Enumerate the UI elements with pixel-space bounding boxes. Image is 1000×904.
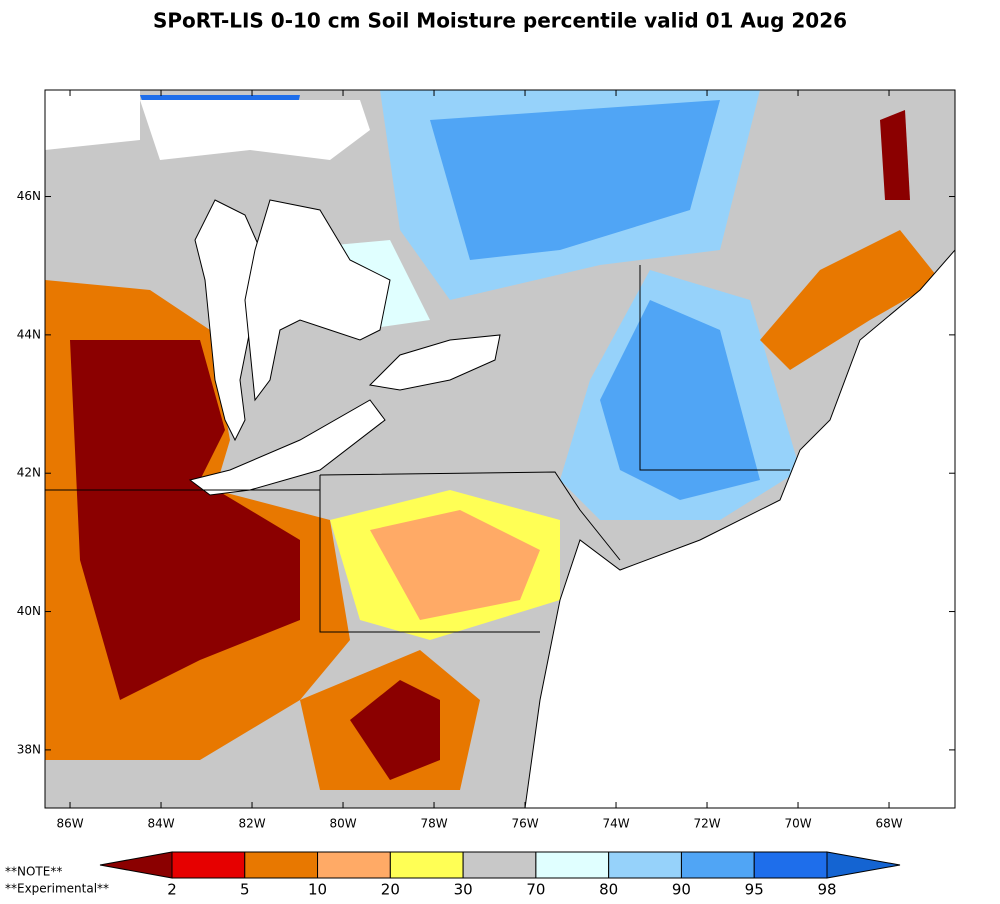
- colorbar-label: 95: [745, 881, 764, 899]
- colorbar-end: [826, 851, 901, 879]
- lon-tick-label: 70W: [784, 817, 811, 831]
- colorbar-label: 20: [381, 881, 400, 899]
- lon-tick-label: 72W: [693, 817, 720, 831]
- colorbar-segment: [389, 851, 464, 879]
- colorbar-segment: [244, 851, 319, 879]
- colorbar-segment: [462, 851, 537, 879]
- lat-tick-label: 42N: [17, 466, 41, 480]
- map: [45, 90, 955, 808]
- colorbar-label: 80: [599, 881, 618, 899]
- lon-tick-label: 84W: [147, 817, 174, 831]
- lon-tick-label: 86W: [56, 817, 83, 831]
- colorbar-label: 70: [526, 881, 545, 899]
- colorbar-segment: [317, 851, 391, 879]
- colorbar-end: [99, 851, 173, 879]
- title: SPoRT-LIS 0-10 cm Soil Moisture percenti…: [153, 9, 847, 33]
- colorbar-label: 2: [167, 881, 177, 899]
- colorbar-label: 30: [454, 881, 473, 899]
- lon-tick-label: 76W: [511, 817, 538, 831]
- note: **NOTE**: [5, 865, 62, 879]
- map-frame: [44, 89, 956, 809]
- lon-tick-label: 78W: [420, 817, 447, 831]
- colorbar-label: 5: [240, 881, 250, 899]
- lat-tick-label: 40N: [17, 604, 41, 618]
- lon-tick-label: 82W: [238, 817, 265, 831]
- colorbar-segment: [535, 851, 610, 879]
- colorbar-segment: [680, 851, 755, 879]
- colorbar-segment: [608, 851, 682, 879]
- colorbar-label: 10: [308, 881, 327, 899]
- lon-tick-label: 80W: [329, 817, 356, 831]
- colorbar-label: 90: [672, 881, 691, 899]
- lat-tick-label: 44N: [17, 327, 41, 341]
- lon-tick-label: 68W: [875, 817, 902, 831]
- colorbar-segment: [753, 851, 828, 879]
- colorbar-label: 98: [817, 881, 836, 899]
- lon-tick-label: 74W: [602, 817, 629, 831]
- note: **Experimental**: [5, 882, 109, 896]
- colorbar-segment: [171, 851, 246, 879]
- lat-tick-label: 38N: [17, 742, 41, 756]
- lat-tick-label: 46N: [17, 189, 41, 203]
